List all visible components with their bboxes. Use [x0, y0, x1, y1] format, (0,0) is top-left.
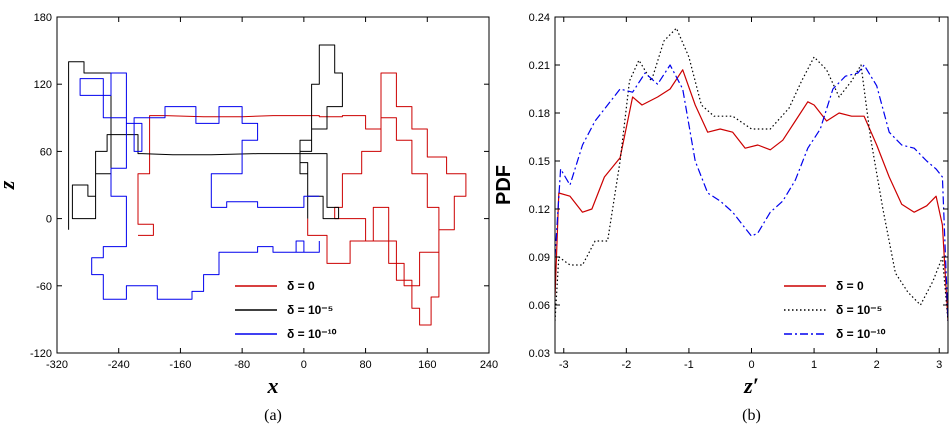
legend-label-0: δ = 0	[836, 279, 864, 293]
x-tick-label: -2	[621, 359, 631, 371]
legend-label-1: δ = 10⁻⁵	[836, 303, 882, 317]
x-tick-label: -3	[559, 359, 569, 371]
y-tick-label: 0.15	[529, 156, 550, 168]
panel-caption: (a)	[264, 407, 282, 424]
legend: δ = 0 δ = 10⁻⁵ δ = 10⁻¹⁰	[235, 279, 337, 341]
y-tick-label: 120	[34, 79, 52, 91]
y-tick-label: 60	[40, 146, 52, 158]
x-tick-label: 2	[874, 359, 880, 371]
y-tick-label: -60	[36, 281, 52, 293]
y-tick-label: 0.18	[529, 108, 550, 120]
legend-label-1: δ = 10⁻⁵	[287, 303, 333, 317]
series-line-1	[555, 27, 948, 322]
y-tick-label: 0.24	[529, 12, 550, 24]
x-tick-label: 160	[418, 359, 436, 371]
y-tick-label: -120	[30, 348, 52, 360]
series-line-2	[79, 72, 320, 300]
x-tick-label: 1	[811, 359, 817, 371]
y-tick-label: 0.21	[529, 60, 550, 72]
x-tick-label: -1	[684, 359, 694, 371]
plot-frame	[554, 16, 949, 354]
series-line-0	[555, 69, 948, 322]
panel-a-trajectories: -320 -240 -160 -80 0 80 160 240 -120 -60 0 60 120 180…	[0, 12, 498, 424]
y-tick-label: 0	[46, 214, 52, 226]
x-tick-label: -80	[234, 359, 250, 371]
legend: δ = 0 δ = 10⁻⁵ δ = 10⁻¹⁰	[784, 279, 886, 341]
x-tick-label: -320	[46, 359, 68, 371]
x-tick-label: 0	[301, 359, 307, 371]
x-tick-label: -240	[108, 359, 130, 371]
y-tick-label: 180	[34, 12, 52, 24]
y-tick-label: 0.12	[529, 204, 550, 216]
y-axis-label: z	[0, 180, 19, 190]
series-line-0	[137, 72, 467, 326]
x-tick-label: 240	[480, 359, 498, 371]
x-tick-label: 3	[936, 359, 942, 371]
x-tick-label: -160	[169, 359, 191, 371]
series-line-1	[68, 44, 343, 230]
y-tick-label: 0.09	[529, 252, 550, 264]
y-tick-label: 0.06	[529, 300, 550, 312]
x-axis-label: z′	[743, 373, 759, 398]
legend-label-2: δ = 10⁻¹⁰	[287, 327, 337, 341]
x-tick-label: 80	[359, 359, 371, 371]
legend-label-2: δ = 10⁻¹⁰	[836, 327, 886, 341]
x-axis-label: x	[267, 373, 279, 398]
plot-frame	[56, 16, 490, 354]
series-line-2	[555, 64, 948, 322]
legend-label-0: δ = 0	[287, 279, 315, 293]
panel-caption: (b)	[742, 407, 761, 424]
x-tick-label: 0	[748, 359, 754, 371]
y-tick-label: 0.03	[529, 348, 550, 360]
y-axis-label: PDF	[493, 165, 515, 205]
panel-b-pdf: -3 -2 -1 0 1 2 3 0.03 0.06 0.09 0.12 0.15 0.18 0.21 0.…	[493, 12, 949, 424]
